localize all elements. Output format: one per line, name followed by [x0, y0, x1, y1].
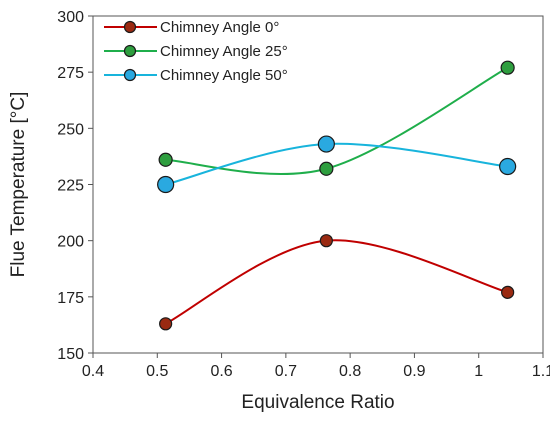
data-point — [499, 157, 517, 176]
x-tick-label: 0.5 — [146, 363, 168, 380]
x-tick-label: 0.7 — [275, 363, 297, 380]
data-point — [501, 285, 515, 299]
legend-marker — [123, 44, 137, 58]
data-point — [159, 317, 173, 331]
y-tick-label: 150 — [57, 346, 84, 363]
legend-marker — [123, 20, 137, 34]
y-tick-label: 250 — [57, 121, 84, 138]
y-tick-label: 300 — [57, 9, 84, 26]
x-tick-label: 0.9 — [403, 363, 425, 380]
data-point — [317, 135, 335, 153]
x-tick-label: 0.4 — [82, 363, 104, 380]
series-line — [165, 142, 508, 186]
x-tick-label: 1 — [474, 363, 483, 380]
legend-label: Chimney Angle 25° — [160, 43, 288, 60]
data-point — [157, 175, 175, 194]
data-point — [158, 152, 173, 167]
legend-label: Chimney Angle 0° — [160, 19, 279, 36]
x-tick-label: 1.1 — [532, 363, 550, 380]
y-tick-label: 200 — [57, 234, 84, 251]
x-axis-title: Equivalence Ratio — [241, 392, 394, 413]
legend-marker — [123, 68, 137, 82]
legend-label: Chimney Angle 50° — [160, 67, 288, 84]
series-line — [165, 239, 508, 325]
y-tick-label: 275 — [57, 65, 84, 82]
data-point — [319, 234, 333, 248]
plot-area: 0.4 0.5 0.6 0.7 0.8 0.9 1 1.1 150 175 200 225 250 275… — [57, 9, 550, 380]
y-tick-label: 175 — [57, 290, 84, 307]
data-point — [500, 60, 515, 75]
x-tick-label: 0.6 — [210, 363, 232, 380]
y-tick-label: 225 — [57, 178, 84, 195]
legend: Chimney Angle 0° Chimney Angle 25° Chimney… — [104, 19, 288, 84]
x-tick-label: 0.8 — [339, 363, 361, 380]
data-point — [319, 161, 334, 176]
y-axis-title: Flue Temperature [°C] — [8, 92, 29, 278]
